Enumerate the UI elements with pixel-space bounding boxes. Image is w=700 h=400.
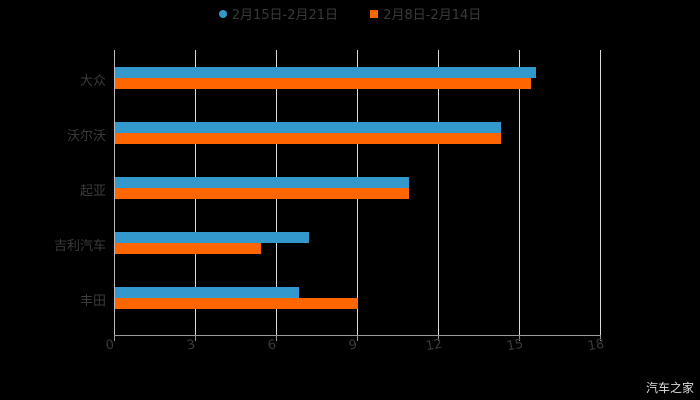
tick-mark [276, 335, 277, 341]
legend-square-icon [370, 9, 379, 18]
bar[interactable] [115, 243, 261, 254]
tick-mark [195, 335, 196, 341]
category-label: 丰田 [79, 294, 106, 309]
bar[interactable] [115, 122, 502, 133]
legend-item-series2[interactable]: 2月8日-2月14日 [370, 4, 481, 23]
gridline [519, 50, 520, 335]
plot-area [114, 50, 601, 335]
bar[interactable] [115, 133, 502, 144]
bar[interactable] [115, 67, 537, 78]
category-label: 沃尔沃 [66, 129, 106, 144]
legend-label: 2月15日-2月21日 [231, 8, 339, 23]
chart-legend: 2月15日-2月21日 2月8日-2月14日 [0, 4, 700, 23]
y-axis-line [114, 50, 115, 335]
gridline [438, 50, 439, 335]
category-label: 起亚 [79, 184, 106, 199]
category-label: 大众 [79, 74, 106, 89]
gridline [600, 50, 601, 335]
tick-label: 15 [505, 336, 525, 355]
tick-mark [357, 335, 358, 341]
bar[interactable] [115, 232, 310, 243]
legend-circle-icon [218, 9, 227, 18]
bar[interactable] [115, 287, 299, 298]
tick-mark [600, 335, 601, 341]
bar[interactable] [115, 177, 410, 188]
tick-mark [438, 335, 439, 341]
tick-label: 12 [424, 336, 444, 355]
tick-label: 18 [586, 336, 606, 355]
bar[interactable] [115, 188, 410, 199]
legend-label: 2月8日-2月14日 [383, 8, 482, 23]
tick-mark [519, 335, 520, 341]
legend-item-series1[interactable]: 2月15日-2月21日 [218, 4, 339, 23]
watermark: 汽车之家 [645, 381, 694, 395]
category-label: 吉利汽车 [53, 239, 106, 254]
tick-mark [114, 335, 115, 341]
bar[interactable] [115, 298, 358, 309]
bar[interactable] [115, 78, 531, 89]
